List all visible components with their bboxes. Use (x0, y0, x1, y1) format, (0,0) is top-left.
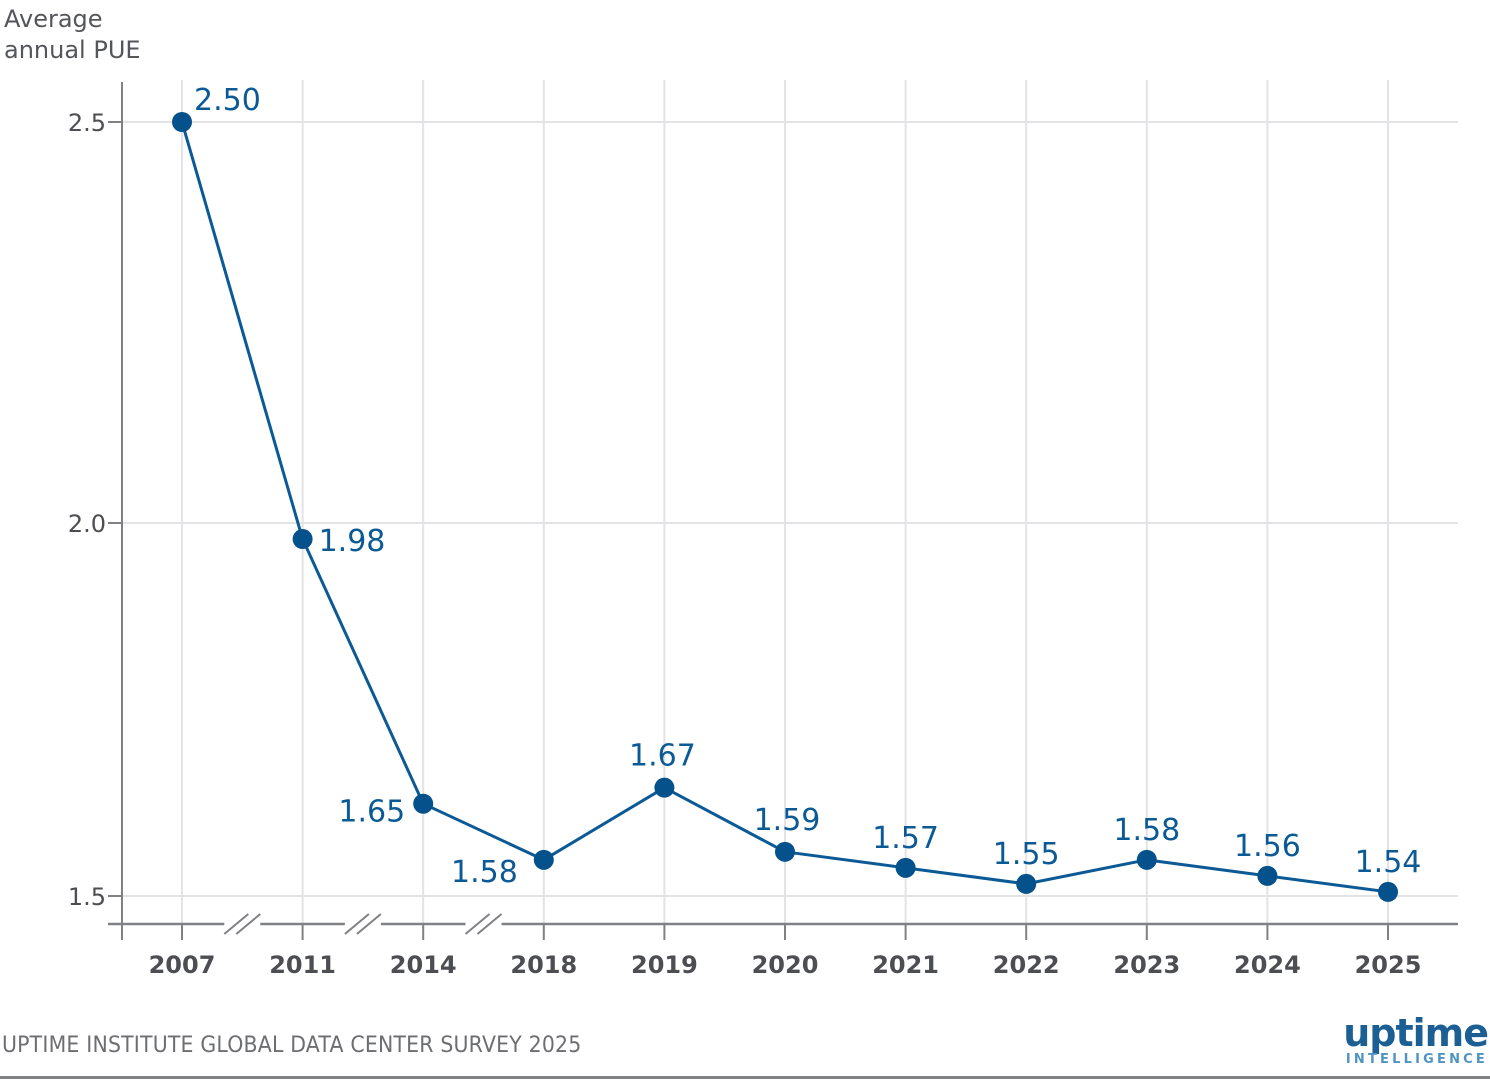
logo-wordmark: uptime (1343, 1011, 1489, 1055)
axis-break-slash (235, 913, 261, 935)
data-label: 1.65 (338, 795, 405, 830)
data-labels: 2.50 1.98 1.65 1.58 1.67 1.59 1.57 1.55 1.58 1.56… (194, 83, 1421, 890)
axis-break-slash (476, 913, 503, 935)
data-label: 2.50 (194, 83, 261, 118)
y-tick-label: 2.0 (68, 510, 106, 538)
x-tick-label: 2018 (510, 951, 577, 979)
data-point (413, 793, 434, 814)
logo-subtitle: INTELLIGENCE (1345, 1052, 1488, 1067)
data-label: 1.58 (1113, 813, 1180, 848)
y-tick-label: 2.5 (68, 109, 106, 137)
data-point (1378, 881, 1398, 902)
data-label: 1.56 (1234, 829, 1301, 864)
axis-break-gap (224, 921, 261, 927)
axis-break-slash (356, 913, 382, 935)
x-tick-label: 2011 (269, 951, 336, 979)
y-axis-title-line-1: Average (4, 5, 103, 33)
grid (122, 80, 1458, 924)
data-point (775, 841, 795, 862)
pue-line-chart: 2.5 2.0 1.5 2007 2011 2014 2018 2019 2020 2021 202… (68, 80, 1458, 979)
x-tick-label: 2024 (1234, 951, 1301, 979)
axis-break-mark (223, 913, 261, 935)
x-tick-label: 2019 (631, 951, 698, 979)
x-tick-label: 2021 (872, 951, 939, 979)
data-point (172, 112, 192, 132)
axis-break-gap (344, 921, 381, 927)
axis-break-gap (465, 921, 502, 927)
data-point (895, 857, 916, 878)
bottom-rule (0, 1076, 1490, 1079)
x-tick-label: 2022 (993, 951, 1060, 979)
data-point (654, 777, 675, 798)
axis-break-mark (344, 913, 382, 935)
data-label: 1.57 (872, 821, 939, 856)
data-point (533, 849, 554, 870)
x-tick-label: 2023 (1113, 951, 1180, 979)
data-point (1016, 873, 1037, 894)
x-tick-label: 2020 (752, 951, 819, 979)
axes: 2.5 2.0 1.5 2007 2011 2014 2018 2019 2020 2021 202… (68, 82, 1458, 979)
x-tick-label: 2025 (1355, 951, 1422, 979)
data-label: 1.98 (319, 524, 386, 559)
x-tick-label: 2014 (390, 951, 457, 979)
y-axis-title: Average annual PUE (4, 4, 141, 66)
axis-break-slash (223, 913, 249, 935)
data-label: 1.67 (629, 739, 696, 774)
data-point (1257, 865, 1278, 886)
series (172, 112, 1398, 902)
axis-break-mark (464, 913, 503, 935)
data-label: 1.59 (754, 803, 821, 838)
data-label: 1.55 (993, 837, 1060, 872)
source-note: UPTIME INSTITUTE GLOBAL DATA CENTER SURV… (2, 1033, 582, 1058)
x-tick-label: 2007 (149, 951, 216, 979)
axis-break-slash (464, 913, 491, 935)
data-label: 1.58 (451, 855, 518, 890)
data-label: 1.54 (1355, 845, 1422, 880)
data-point (1136, 849, 1157, 870)
y-tick-label: 1.5 (68, 883, 106, 911)
y-axis-title-line-2: annual PUE (4, 36, 141, 64)
data-point (292, 529, 313, 550)
axis-break-slash (344, 913, 370, 935)
uptime-intelligence-logo: uptime INTELLIGENCE (1343, 1011, 1489, 1068)
